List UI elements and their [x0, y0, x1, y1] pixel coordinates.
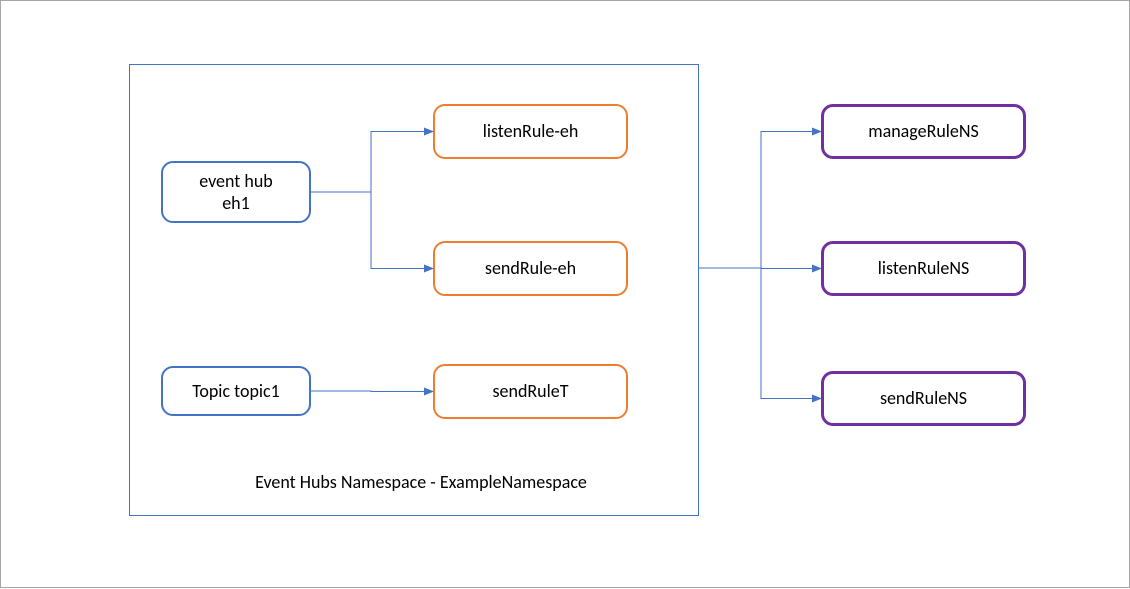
node-send-rule-t: sendRuleT	[433, 364, 628, 419]
diagram-canvas: Event Hubs Namespace - ExampleNamespace …	[0, 0, 1130, 588]
node-send-rule-ns: sendRuleNS	[821, 371, 1026, 426]
connector	[699, 132, 821, 269]
node-listen-rule-eh: listenRule-eh	[433, 104, 628, 159]
node-manage-rule-ns: manageRuleNS	[821, 104, 1026, 159]
connector	[699, 268, 821, 399]
node-event-hub: event hub eh1	[161, 161, 311, 223]
namespace-label: Event Hubs Namespace - ExampleNamespace	[221, 471, 621, 493]
node-send-rule-eh: sendRule-eh	[433, 241, 628, 296]
node-topic: Topic topic1	[161, 366, 311, 416]
node-listen-rule-ns: listenRuleNS	[821, 241, 1026, 296]
connector	[699, 268, 821, 269]
